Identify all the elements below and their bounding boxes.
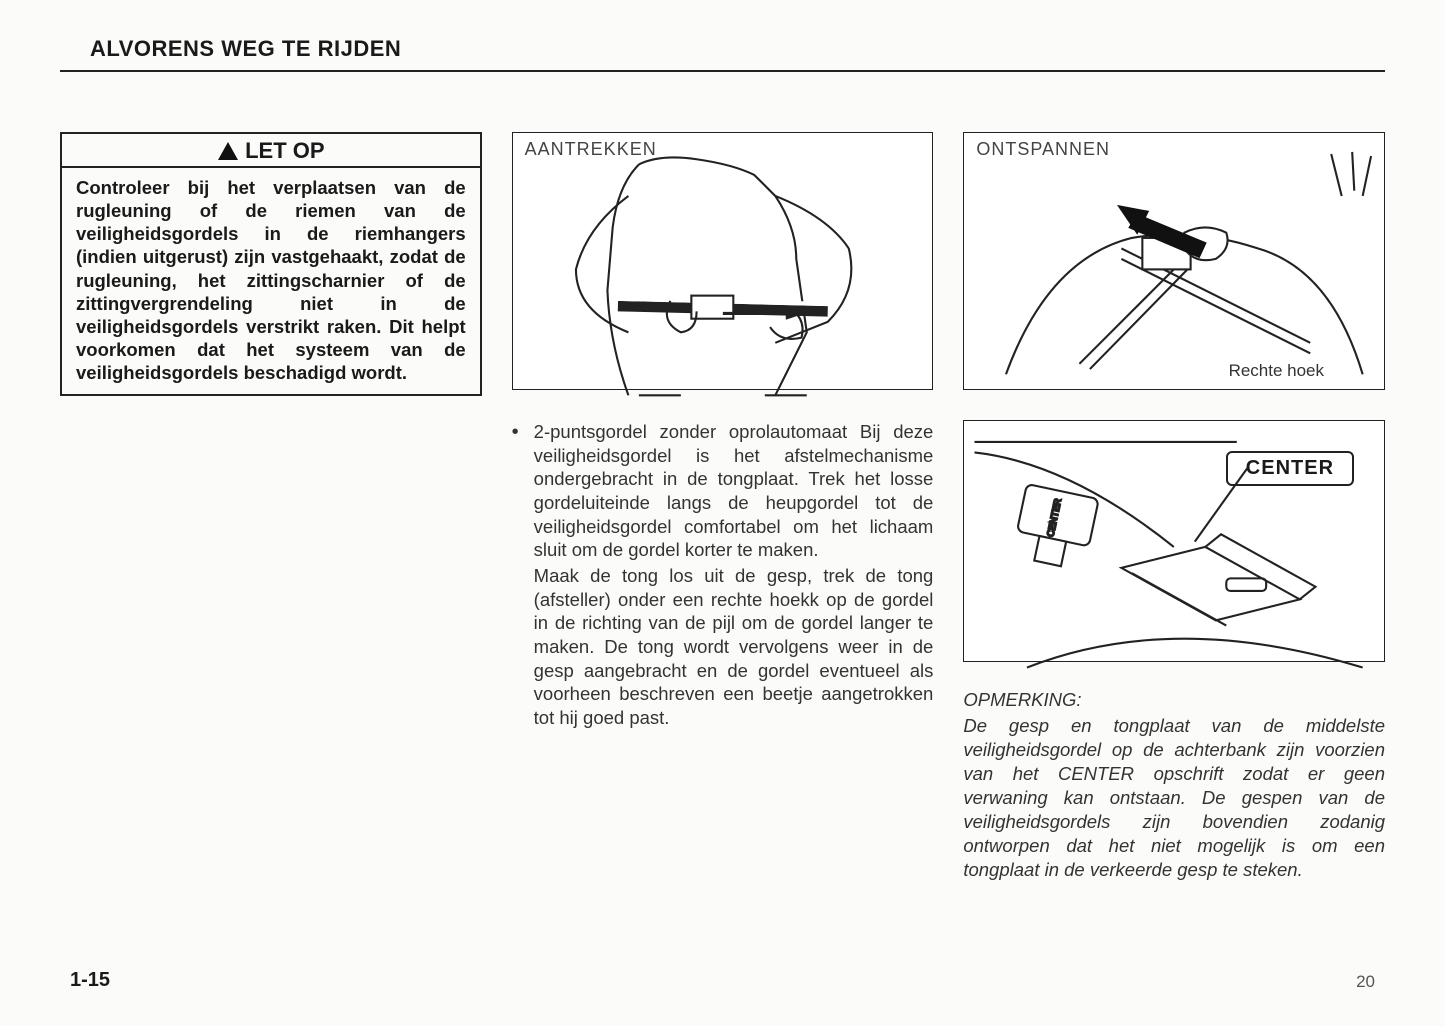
bullet-block: • 2-puntsgordel zonder oprolautomaat Bij… [512,420,934,732]
figure-center-illustration: CENTER [964,421,1384,673]
page-title: ALVORENS WEG TE RIJDEN [60,30,1385,70]
column-right: ONTSPANNEN Rechte hoek [963,132,1385,882]
caution-body: Controleer bij het verplaatsen van de ru… [62,168,480,394]
column-middle: AANTREKKEN [512,132,934,732]
content-columns: LET OP Controleer bij het verplaatsen va… [60,132,1385,882]
note-heading: OPMERKING: [963,688,1385,712]
column-left: LET OP Controleer bij het verplaatsen va… [60,132,482,396]
bullet-marker: • [512,420,534,732]
figure-tighten: AANTREKKEN [512,132,934,390]
manual-page: ALVORENS WEG TE RIJDEN LET OP Controleer… [0,0,1445,1026]
figure-loosen-illustration [964,133,1384,404]
warning-triangle-icon [217,141,239,161]
caution-heading: LET OP [245,138,324,164]
header-rule [60,70,1385,72]
figure-tighten-illustration [513,133,933,404]
figure-loosen: ONTSPANNEN Rechte hoek [963,132,1385,390]
page-number-section: 1-15 [70,969,110,992]
bullet-para-1: 2-puntsgordel zonder oprolautomaat Bij d… [534,420,934,562]
bullet-text: 2-puntsgordel zonder oprolautomaat Bij d… [534,420,934,732]
note-body: De gesp en tongplaat van de middelste ve… [963,714,1385,882]
caution-heading-row: LET OP [62,134,480,168]
page-number-absolute: 20 [1356,972,1375,992]
figure-center-buckle: CENTER [963,420,1385,662]
bullet-para-2: Maak de tong los uit de gesp, trek de to… [534,564,934,730]
caution-box: LET OP Controleer bij het verplaatsen va… [60,132,482,396]
note-block: OPMERKING: De gesp en tongplaat van de m… [963,688,1385,882]
